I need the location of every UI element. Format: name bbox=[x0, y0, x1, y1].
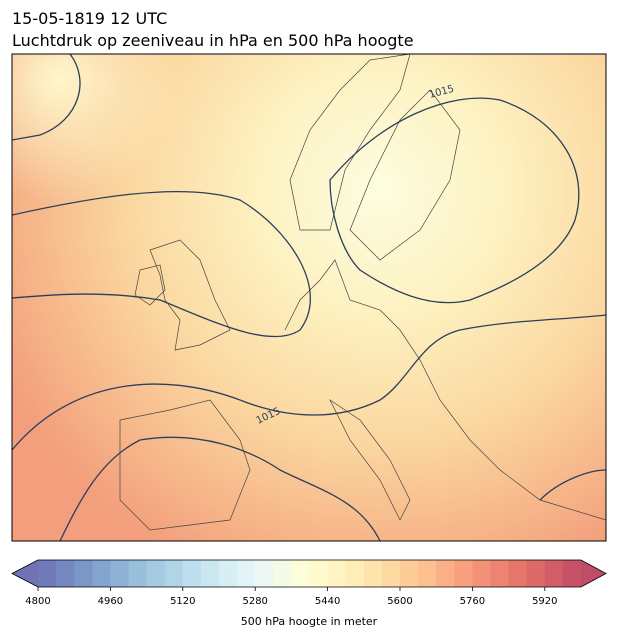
colorbar-band bbox=[309, 560, 329, 587]
colorbar-band bbox=[508, 560, 528, 587]
colorbar-band bbox=[219, 560, 238, 587]
colorbar-band bbox=[526, 560, 546, 587]
colorbar-band bbox=[562, 560, 582, 587]
colorbar-extend bbox=[581, 560, 606, 587]
colorbar-tick-label: 5440 bbox=[315, 596, 340, 607]
colorbar-band bbox=[182, 560, 202, 587]
colorbar-band bbox=[110, 560, 129, 587]
colorbar: 4800 4960 5120 5280 5440 5600 5760 5920 bbox=[11, 559, 607, 607]
colorbar-tick-label: 5120 bbox=[170, 596, 195, 607]
colorbar-extend bbox=[12, 560, 38, 587]
colorbar-band bbox=[472, 560, 491, 587]
colorbar-band bbox=[74, 560, 93, 587]
colorbar-tick-label: 4960 bbox=[98, 596, 123, 607]
colorbar-outline bbox=[11, 559, 607, 588]
map bbox=[12, 54, 606, 541]
colorbar-band bbox=[38, 560, 57, 587]
colorbar-band bbox=[92, 560, 111, 587]
colorbar-label: 500 hPa hoogte in meter bbox=[241, 615, 378, 628]
colorbar-band bbox=[56, 560, 75, 587]
subtitle: Luchtdruk op zeeniveau in hPa en 500 hPa… bbox=[12, 31, 414, 50]
colorbar-tick-label: 5600 bbox=[387, 596, 412, 607]
colorbar-band bbox=[327, 560, 347, 587]
colorbar-band bbox=[436, 560, 455, 587]
colorbar-band bbox=[200, 560, 220, 587]
map-frame bbox=[11, 53, 607, 542]
colorbar-band bbox=[146, 560, 166, 587]
colorbar-band bbox=[255, 560, 274, 587]
colorbar-band bbox=[454, 560, 473, 587]
colorbar-band bbox=[164, 560, 184, 587]
colorbar-band bbox=[345, 560, 365, 587]
colorbar-band bbox=[291, 560, 310, 587]
colorbar-tick-label: 5760 bbox=[460, 596, 485, 607]
title: 15-05-1819 12 UTC bbox=[12, 9, 167, 28]
colorbar-band bbox=[128, 560, 148, 587]
colorbar-band bbox=[544, 560, 564, 587]
colorbar-tick-label: 4800 bbox=[25, 596, 50, 607]
colorbar-band bbox=[381, 560, 401, 587]
colorbar-band bbox=[418, 560, 437, 587]
colorbar-band bbox=[400, 560, 419, 587]
colorbar-tick-label: 5280 bbox=[242, 596, 267, 607]
colorbar-band bbox=[490, 560, 510, 587]
colorbar-tick-label: 5920 bbox=[532, 596, 557, 607]
colorbar-band bbox=[237, 560, 256, 587]
colorbar-band bbox=[273, 560, 292, 587]
colorbar-band bbox=[363, 560, 383, 587]
